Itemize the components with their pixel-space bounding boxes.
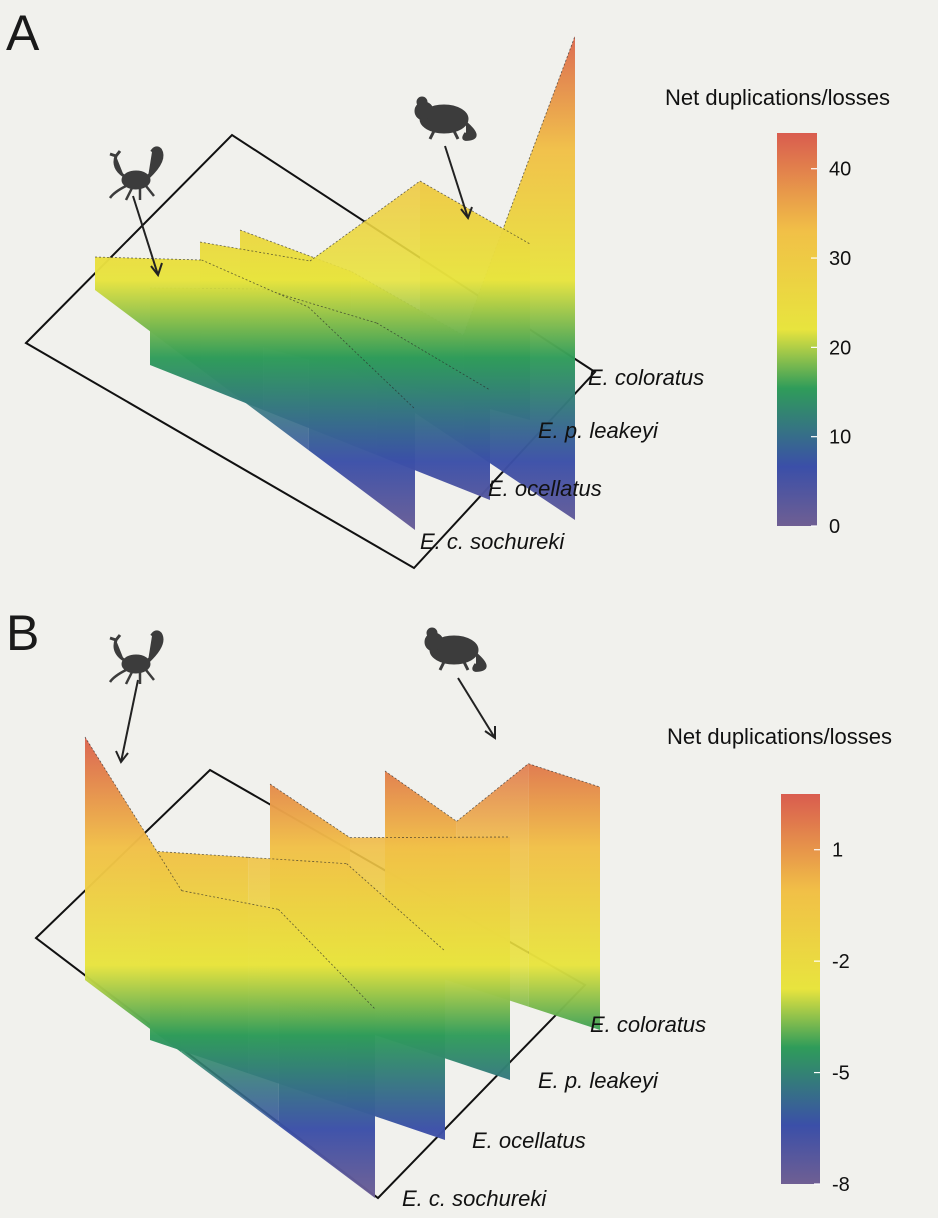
surface-wall	[278, 909, 375, 1198]
scorpion-arrowhead-a	[150, 262, 163, 278]
rodent-icon	[414, 96, 477, 141]
surface-wall	[181, 890, 279, 1126]
surface-ridge	[94, 256, 202, 261]
surface-wall	[85, 737, 182, 1053]
colorbar-b	[781, 794, 820, 1184]
scorpion-arrow-a	[132, 195, 159, 276]
species-label: E. coloratus	[588, 365, 704, 390]
scorpion-arrow-b	[120, 679, 139, 763]
rodent-arrowhead-a	[460, 206, 473, 221]
surface-ridge	[149, 850, 249, 858]
colorbar-tick-label: 0	[829, 516, 840, 538]
surface-walls-a	[94, 35, 576, 530]
colorbar-a	[777, 133, 817, 526]
surface-wall	[528, 763, 600, 1030]
surface-ridge	[181, 890, 279, 910]
colorbar-tick-label: 1	[832, 840, 843, 862]
surface-ridge	[269, 783, 351, 838]
colorbar-title-b: Net duplications/losses	[667, 724, 892, 749]
surface-ridge	[456, 763, 529, 822]
colorbar-tick-label: 30	[829, 248, 851, 270]
surface-ridge	[346, 863, 446, 952]
colorbar-tick-label: -8	[832, 1174, 850, 1196]
species-label: E. c. sochureki	[402, 1186, 547, 1211]
rodent-icon	[424, 627, 487, 672]
panel-label-b: B	[6, 605, 39, 661]
rodent-arrow-b	[457, 677, 496, 739]
surface-ridge	[528, 763, 601, 788]
rodent-arrowhead-b	[484, 726, 496, 740]
scorpion-arrowhead-b	[115, 750, 129, 764]
surface-wall	[430, 837, 510, 1080]
colorbar-tick-label: -2	[832, 951, 850, 973]
panel-a: A E. coloratus E. p. leakeyi E. ocellatu…	[6, 5, 890, 570]
surface-ridge	[376, 322, 491, 391]
colorbar-tick-label: -5	[832, 1063, 850, 1085]
scorpion-icon	[108, 146, 164, 201]
surface-ridge	[199, 241, 311, 262]
species-label: E. p. leakeyi	[538, 1068, 659, 1093]
colorbar-tick-label: 40	[829, 159, 851, 181]
surface-ridge	[278, 909, 376, 1010]
rodent-arrow-a	[444, 145, 469, 219]
surface-walls-b	[84, 736, 601, 1198]
surface-wall	[308, 307, 415, 530]
floor-plane-a	[24, 133, 597, 570]
panel-label-a: A	[6, 5, 40, 61]
surface-ridge	[384, 770, 457, 822]
colorbar-ticks-b: 1 -2 -5 -8	[814, 840, 850, 1196]
colorbar-tick-label: 20	[829, 337, 851, 359]
surface-ridge	[248, 856, 347, 865]
surface-wall	[95, 257, 202, 370]
scorpion-icon	[108, 630, 164, 685]
surface-ridge	[309, 180, 421, 262]
colorbar-title-a: Net duplications/losses	[665, 85, 890, 110]
colorbar-tick-label: 10	[829, 427, 851, 449]
species-label: E. c. sochureki	[420, 529, 565, 554]
surface-ridge	[201, 259, 309, 308]
species-label: E. p. leakeyi	[538, 418, 659, 443]
species-label: E. ocellatus	[472, 1128, 586, 1153]
surface-ridge	[308, 306, 416, 410]
colorbar-ticks-a: 40 30 20 10 0	[811, 159, 851, 538]
species-label: E. coloratus	[590, 1012, 706, 1037]
panel-b: B E. coloratus E. p. leakeyi E. ocellatu…	[6, 605, 892, 1211]
surface-wall	[420, 181, 530, 420]
species-label: E. ocellatus	[488, 476, 602, 501]
surface-ridge	[419, 180, 531, 245]
surface-wall	[201, 260, 309, 450]
